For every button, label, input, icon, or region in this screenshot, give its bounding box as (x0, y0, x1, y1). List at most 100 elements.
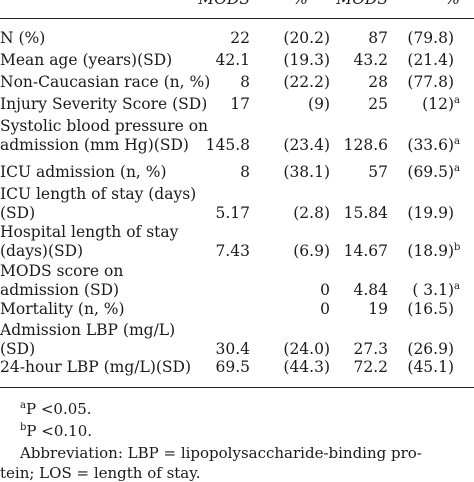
cell-p2: (45.1) (407, 358, 462, 376)
cell-v1: 8 (240, 163, 250, 181)
cell-value: (20.2) (283, 29, 330, 47)
cell-p2: (18.9)b (407, 242, 461, 260)
row-label: ICU length of stay (days) (0, 185, 197, 203)
cell-v1: 7.43 (215, 242, 250, 260)
cell-v1: 5.17 (215, 204, 250, 222)
cell-p1: (22.2) (283, 73, 330, 91)
cell-value: 0 (320, 281, 330, 299)
cell-value: 8 (240, 163, 250, 181)
footnote-a: aP <0.05. (20, 400, 92, 418)
cell-value: 69.5 (215, 358, 250, 376)
cell-value: 5.17 (215, 204, 250, 222)
row-label: Mortality (n, %) (0, 300, 125, 318)
row-label: (days)(SD) (0, 242, 84, 260)
cell-value: (9) (308, 95, 330, 113)
cell-p1: (19.3) (283, 51, 330, 69)
cell-v1: 69.5 (215, 358, 250, 376)
cell-p2: ( 3.1)a (412, 281, 460, 299)
cell-value: 27.3 (353, 340, 388, 358)
abbreviation-line-1: Abbreviation: LBP = lipopolysaccharide-b… (20, 444, 422, 462)
row-label: Mean age (years)(SD) (0, 51, 173, 69)
cell-v1: 17 (230, 95, 250, 113)
cell-p1: (38.1) (283, 163, 330, 181)
cell-p1: (20.2) (283, 29, 330, 47)
cell-v2: 27.3 (353, 340, 388, 358)
cell-value: 72.2 (353, 358, 388, 376)
cell-value: 28 (368, 73, 388, 91)
cell-v1: 8 (240, 73, 250, 91)
cell-v2: 14.67 (344, 242, 388, 260)
cell-value: 57 (368, 163, 388, 181)
cell-value: (6.9) (293, 242, 330, 260)
cell-value: 17 (230, 95, 250, 113)
footnote-b-text: P <0.10. (26, 422, 93, 440)
cell-value: 87 (368, 29, 388, 47)
cell-p2: (69.5)a (407, 163, 460, 181)
cell-p2: (16.5) (407, 300, 462, 318)
cell-p2: (19.9) (407, 204, 462, 222)
cell-v2: 15.84 (344, 204, 388, 222)
cell-p2: (12)a (422, 95, 460, 113)
cell-p1: (6.9) (293, 242, 330, 260)
cell-value: (16.5) (407, 300, 454, 318)
cell-value: (33.6) (407, 136, 454, 154)
cell-value: 145.8 (205, 136, 250, 154)
cell-value: (22.2) (283, 73, 330, 91)
cell-value: (12) (422, 95, 454, 113)
cell-value: 43.2 (353, 51, 388, 69)
cell-value: 7.43 (215, 242, 250, 260)
cell-value: (38.1) (283, 163, 330, 181)
row-label: (SD) (0, 204, 36, 222)
footnote-b: bP <0.10. (20, 422, 92, 440)
cell-p2: (26.9) (407, 340, 462, 358)
row-label: MODS score on (0, 262, 124, 280)
column-header-2: % (293, 0, 308, 8)
cell-value: (19.3) (283, 51, 330, 69)
cell-value: 8 (240, 73, 250, 91)
column-header-1: MODS (198, 0, 250, 8)
row-label: N (%) (0, 29, 46, 47)
cell-p1: (24.0) (283, 340, 330, 358)
cell-v1: 42.1 (215, 51, 250, 69)
abbreviation-line-2: tein; LOS = length of stay. (0, 464, 201, 482)
cell-v2: 128.6 (344, 136, 388, 154)
cell-value: 4.84 (353, 281, 388, 299)
cell-v2: 4.84 (353, 281, 388, 299)
footnote-a-mark: a (20, 400, 26, 411)
cell-p1: (44.3) (283, 358, 330, 376)
header-rule (0, 18, 474, 19)
cell-v1: 22 (230, 29, 250, 47)
cell-v1: 145.8 (206, 136, 250, 154)
cell-value: (21.4) (407, 51, 454, 69)
cell-value: 42.1 (215, 51, 250, 69)
cell-v2: 28 (368, 73, 388, 91)
cell-value: (44.3) (283, 358, 330, 376)
cell-p1: (23.4) (283, 136, 330, 154)
row-label: (SD) (0, 340, 36, 358)
cell-p1: (2.8) (293, 204, 330, 222)
row-label: 24-hour LBP (mg/L)(SD) (0, 358, 192, 376)
cell-value: (19.9) (407, 204, 454, 222)
cell-v1: 30.4 (215, 340, 250, 358)
table-bottom-rule (0, 387, 474, 388)
footnote-b-mark: b (20, 422, 27, 433)
cell-value: (2.8) (293, 204, 330, 222)
cell-value: 128.6 (343, 136, 388, 154)
footnote-a-text: P <0.05. (25, 400, 92, 418)
row-label: Hospital length of stay (0, 223, 179, 241)
cell-p2: (77.8) (407, 73, 462, 91)
cell-value: (18.9) (407, 242, 454, 260)
cell-v2: 72.2 (353, 358, 388, 376)
cell-p1: 0 (320, 300, 330, 318)
cell-p2: (79.8) (407, 29, 462, 47)
cell-value: 25 (368, 95, 388, 113)
column-header-4: % (445, 0, 460, 8)
cell-value: (24.0) (283, 340, 330, 358)
cell-p1: 0 (320, 281, 330, 299)
cell-value: (77.8) (407, 73, 454, 91)
cell-value: (26.9) (407, 340, 454, 358)
cell-value: 14.67 (343, 242, 388, 260)
cell-value: 22 (230, 29, 250, 47)
row-label: admission (mm Hg)(SD) (0, 136, 189, 154)
cell-v2: 19 (368, 300, 388, 318)
